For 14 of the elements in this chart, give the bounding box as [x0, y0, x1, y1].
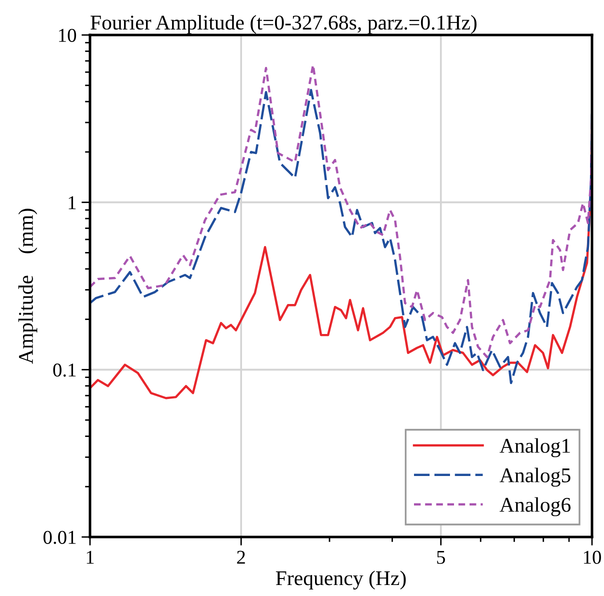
x-tick-label: 2	[237, 550, 245, 564]
x-axis-title: Frequency (Hz)	[276, 570, 406, 590]
legend-label: Analog5	[500, 468, 570, 487]
x-tick-label: 10	[584, 550, 601, 564]
legend-label: Analog1	[500, 438, 570, 458]
y-tick-label: 1	[68, 196, 76, 210]
chart-title: Fourier Amplitude (t=0-327.68s, parz.=0.1Hz)	[90, 14, 477, 34]
y-tick-label: 10	[59, 28, 76, 42]
x-tick-label: 1	[86, 550, 94, 564]
y-axis-title: Amplitude (mm)	[18, 208, 38, 364]
x-tick-label: 5	[437, 550, 445, 564]
y-tick-label: 0.01	[44, 530, 76, 544]
y-tick-label: 0.1	[53, 363, 76, 377]
legend-label: Analog6	[500, 497, 571, 516]
